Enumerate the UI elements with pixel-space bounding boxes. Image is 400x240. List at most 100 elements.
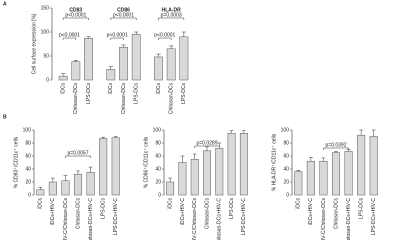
error-bar (50, 177, 55, 182)
bar (86, 172, 95, 196)
x-tick-label: HIV-C/Chitosan-DCs (321, 198, 327, 240)
bar (166, 181, 175, 196)
x-tick-label: iDCs+HIV-C (180, 198, 186, 225)
error-bar (168, 177, 172, 182)
x-tick-label: iDCs (156, 83, 162, 94)
y-tick-label: 100 (153, 127, 162, 133)
x-tick-label: Chitosan-DCs (75, 198, 81, 230)
bar (73, 173, 83, 196)
y-tick-label: 40 (283, 166, 289, 172)
error-bar (296, 170, 301, 172)
bar (357, 134, 366, 196)
error-bar (359, 129, 364, 136)
x-tick-label: iDCs (296, 198, 302, 209)
x-tick-label: LPS-DCs (134, 83, 140, 104)
bar (239, 133, 248, 196)
x-tick-label: Chitosan-DCs+HIV-C (217, 198, 223, 240)
x-tick-label: Chitosan-DCs+HIV-C (346, 198, 352, 240)
bar (319, 160, 328, 196)
error-bar (134, 31, 139, 35)
y-tick-label: 40 (25, 166, 31, 172)
error-bar (321, 157, 326, 162)
bar (58, 75, 68, 81)
y-axis-label: % CD86⁺/CD11c⁺ cells (143, 136, 149, 188)
x-tick-label: Chitosan-DCs (204, 198, 210, 230)
error-bar (73, 60, 78, 62)
x-tick-label: LPS-DCs (100, 198, 106, 219)
bar (178, 162, 187, 196)
significance-bracket (323, 147, 349, 150)
y-tick-label: 100 (23, 127, 32, 133)
y-tick-label: 150 (41, 5, 50, 11)
bar (48, 181, 57, 196)
p-value: p=0.0289 (197, 140, 218, 146)
y-tick-label: 100 (281, 127, 290, 133)
error-bar (180, 155, 185, 163)
y-tick-label: 0 (28, 192, 31, 198)
x-tick-label: Chitosan-DCs (73, 83, 79, 115)
x-tick-label: Chitosan-DCs (333, 198, 339, 230)
error-bar (156, 53, 161, 57)
y-tick-label: 60 (283, 153, 289, 159)
error-bar (242, 130, 246, 134)
p-value: p<0.0001 (59, 32, 80, 38)
x-tick-label: iDCs (60, 83, 66, 94)
error-bar (86, 36, 91, 39)
x-tick-label: HIV-C/Chitosan-DCs (192, 198, 198, 240)
error-bar (88, 166, 93, 173)
bar (84, 37, 93, 81)
y-tick-label: 60 (155, 153, 161, 159)
group-header: CD86 (117, 7, 130, 13)
x-tick-label: Chitosan-DCs (168, 83, 174, 115)
y-tick-label: 50 (43, 53, 49, 59)
x-tick-label: LPS-DCs (181, 83, 187, 104)
p-value: p<0.0001 (107, 32, 128, 38)
y-tick-label: 40 (155, 166, 161, 172)
error-bar (371, 129, 376, 137)
error-bar (192, 153, 197, 160)
x-tick-label: Chitosan-DCs (121, 83, 127, 115)
y-tick-label: 100 (41, 29, 50, 35)
bar (203, 150, 211, 196)
y-tick-label: 0 (158, 192, 161, 198)
p-value: p=0.0392 (326, 142, 347, 148)
significance-bracket (158, 17, 185, 20)
bar (71, 61, 81, 81)
x-tick-label: Chitosan-DCs+HIV-C (88, 198, 94, 240)
x-tick-label: LPS-DCs+HIV-C (113, 198, 119, 235)
x-tick-label: iDCs (108, 83, 114, 94)
bar (36, 189, 45, 196)
p-value: p<0.0001 (154, 32, 175, 38)
y-axis-label: Cell surface expression [%] (31, 13, 37, 74)
significance-bracket (62, 37, 77, 40)
error-bar (334, 151, 338, 153)
error-bar (205, 146, 209, 151)
bar (106, 69, 116, 81)
error-bar (76, 170, 80, 175)
bar (369, 136, 378, 196)
bar (99, 138, 108, 196)
bar (179, 36, 189, 81)
bar (294, 171, 303, 196)
bar (111, 137, 120, 196)
bar (61, 180, 70, 196)
y-tick-label: 20 (155, 179, 161, 185)
p-value: p=0.0003 (161, 12, 182, 18)
bar (306, 160, 315, 196)
bar (215, 147, 224, 196)
error-bar (113, 136, 118, 138)
significance-bracket (158, 37, 172, 40)
significance-bracket (110, 17, 137, 20)
x-tick-label: iDCs+HIV-C (308, 198, 314, 225)
error-bar (38, 186, 43, 190)
bar (166, 48, 176, 81)
p-value: p<0.0001 (65, 12, 86, 18)
x-tick-label: LPS-DCs (358, 198, 364, 219)
bar (344, 151, 353, 196)
error-bar (308, 157, 313, 162)
panel-label: A (3, 1, 7, 7)
p-value: p=0.0057 (68, 150, 89, 156)
bar (154, 56, 163, 81)
x-tick-label: iDCs (167, 198, 173, 209)
group-header: HLA-DR (162, 7, 182, 13)
